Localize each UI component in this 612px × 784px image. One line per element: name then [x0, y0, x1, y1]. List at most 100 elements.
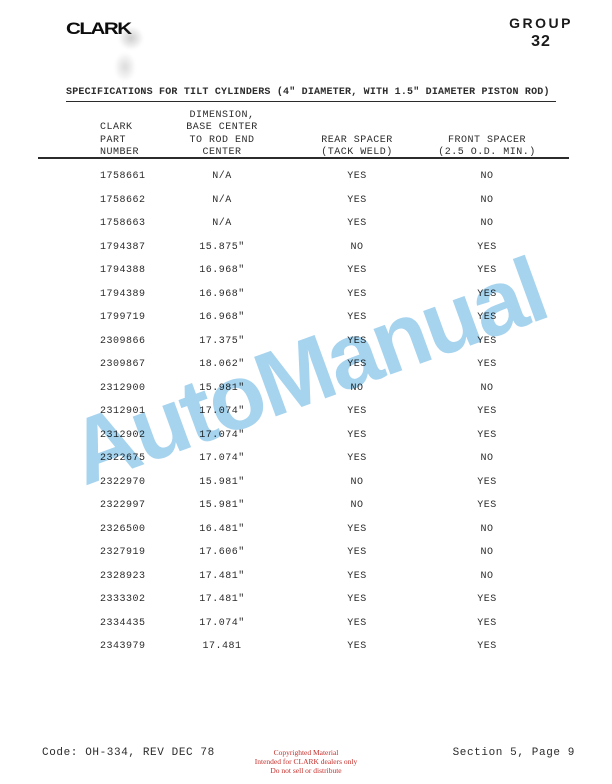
part-number-cell: 2312902: [100, 429, 146, 441]
dimension-cell: 17.481": [199, 570, 245, 582]
table-row: 2312900 15.981" NO NO: [97, 377, 552, 401]
dimension-cell: 16.968": [199, 312, 245, 324]
table-row: 2322997 15.981" NO YES: [97, 494, 552, 518]
front-spacer-cell: NO: [480, 547, 494, 559]
rear-spacer-cell: YES: [347, 453, 367, 465]
rear-spacer-cell: YES: [347, 335, 367, 347]
part-number-cell: 2309866: [100, 335, 146, 347]
dimension-cell: N/A: [212, 194, 232, 206]
rear-spacer-cell: YES: [347, 570, 367, 582]
part-number-cell: 2312900: [100, 382, 146, 394]
part-number-cell: 1758663: [100, 218, 146, 230]
copyright-notice: Copyrighted Material Intended for CLARK …: [254, 748, 358, 775]
rear-spacer-cell: YES: [347, 523, 367, 535]
table-row: 2343979 17.481 YES YES: [97, 635, 552, 659]
dimension-cell: 15.981": [199, 500, 245, 512]
part-number-cell: 2328923: [100, 570, 146, 582]
front-spacer-cell: NO: [480, 171, 494, 183]
dimension-cell: 15.981": [199, 382, 245, 394]
dimension-cell: 17.481: [202, 641, 242, 653]
scan-smudge: [114, 52, 136, 82]
part-number-cell: 2309867: [100, 359, 146, 371]
rear-spacer-cell: YES: [347, 594, 367, 606]
front-spacer-cell: YES: [477, 335, 497, 347]
dimension-cell: N/A: [212, 171, 232, 183]
front-spacer-cell: NO: [480, 382, 494, 394]
table-row: 2326500 16.481" YES NO: [97, 518, 552, 542]
dimension-cell: 17.074": [199, 617, 245, 629]
dimension-cell: 15.981": [199, 476, 245, 488]
dimension-cell: 16.968": [199, 265, 245, 277]
rear-spacer-cell: YES: [347, 171, 367, 183]
footer-section-page: Section 5, Page 9: [452, 747, 575, 759]
table-row: 1758662 N/A YES NO: [97, 189, 552, 213]
header-part-number: CLARK PART NUMBER: [100, 122, 140, 158]
rear-spacer-cell: YES: [347, 641, 367, 653]
front-spacer-cell: YES: [477, 241, 497, 253]
table-row: 2333302 17.481" YES YES: [97, 588, 552, 612]
dimension-cell: 17.074": [199, 429, 245, 441]
header-front-spacer: FRONT SPACER (2.5 O.D. MIN.): [438, 134, 536, 158]
part-number-cell: 2322970: [100, 476, 146, 488]
part-number-cell: 2327919: [100, 547, 146, 559]
table-header-row: CLARK PART NUMBER DIMENSION, BASE CENTER…: [97, 110, 552, 159]
front-spacer-cell: YES: [477, 312, 497, 324]
table-row: 1758661 N/A YES NO: [97, 165, 552, 189]
page-title: SPECIFICATIONS FOR TILT CYLINDERS (4" DI…: [66, 87, 556, 102]
header-rear-spacer: REAR SPACER (TACK WELD): [321, 134, 393, 158]
table-row: 1794388 16.968" YES YES: [97, 259, 552, 283]
rear-spacer-cell: NO: [350, 476, 364, 488]
table-row: 2334435 17.074" YES YES: [97, 612, 552, 636]
front-spacer-cell: YES: [477, 476, 497, 488]
front-spacer-cell: YES: [477, 617, 497, 629]
part-number-cell: 1794387: [100, 241, 146, 253]
footer-code: Code: OH-334, REV DEC 78: [42, 747, 215, 759]
header-dimension: DIMENSION, BASE CENTER TO ROD END CENTER: [186, 110, 258, 158]
rear-spacer-cell: YES: [347, 547, 367, 559]
dimension-cell: 17.074": [199, 406, 245, 418]
part-number-cell: 2343979: [100, 641, 146, 653]
table-header-rule: [38, 157, 569, 159]
part-number-cell: 2322675: [100, 453, 146, 465]
rear-spacer-cell: YES: [347, 265, 367, 277]
table-row: 2309866 17.375" YES YES: [97, 330, 552, 354]
rear-spacer-cell: YES: [347, 429, 367, 441]
table-row: 2309867 18.062" YES YES: [97, 353, 552, 377]
group-label: GROUP: [509, 15, 573, 31]
dimension-cell: 17.375": [199, 335, 245, 347]
front-spacer-cell: NO: [480, 570, 494, 582]
part-number-cell: 2326500: [100, 523, 146, 535]
front-spacer-cell: YES: [477, 500, 497, 512]
table-row: 1794389 16.968" YES YES: [97, 283, 552, 307]
group-heading: GROUP 32: [503, 15, 579, 51]
dimension-cell: 16.968": [199, 288, 245, 300]
front-spacer-cell: NO: [480, 523, 494, 535]
dimension-cell: 18.062": [199, 359, 245, 371]
table-row: 1799719 16.968" YES YES: [97, 306, 552, 330]
front-spacer-cell: YES: [477, 641, 497, 653]
front-spacer-cell: YES: [477, 265, 497, 277]
front-spacer-cell: NO: [480, 453, 494, 465]
rear-spacer-cell: NO: [350, 382, 364, 394]
dimension-cell: 15.875": [199, 241, 245, 253]
table-row: 2322675 17.074" YES NO: [97, 447, 552, 471]
part-number-cell: 1758662: [100, 194, 146, 206]
part-number-cell: 1799719: [100, 312, 146, 324]
part-number-cell: 2312901: [100, 406, 146, 418]
dimension-cell: 17.606": [199, 547, 245, 559]
front-spacer-cell: YES: [477, 594, 497, 606]
rear-spacer-cell: YES: [347, 617, 367, 629]
front-spacer-cell: YES: [477, 359, 497, 371]
rear-spacer-cell: YES: [347, 218, 367, 230]
rear-spacer-cell: YES: [347, 312, 367, 324]
part-number-cell: 1794389: [100, 288, 146, 300]
dimension-cell: 17.074": [199, 453, 245, 465]
dimension-cell: 17.481": [199, 594, 245, 606]
front-spacer-cell: YES: [477, 406, 497, 418]
group-number: 32: [531, 33, 551, 50]
dimension-cell: 16.481": [199, 523, 245, 535]
rear-spacer-cell: YES: [347, 359, 367, 371]
front-spacer-cell: NO: [480, 218, 494, 230]
front-spacer-cell: NO: [480, 194, 494, 206]
